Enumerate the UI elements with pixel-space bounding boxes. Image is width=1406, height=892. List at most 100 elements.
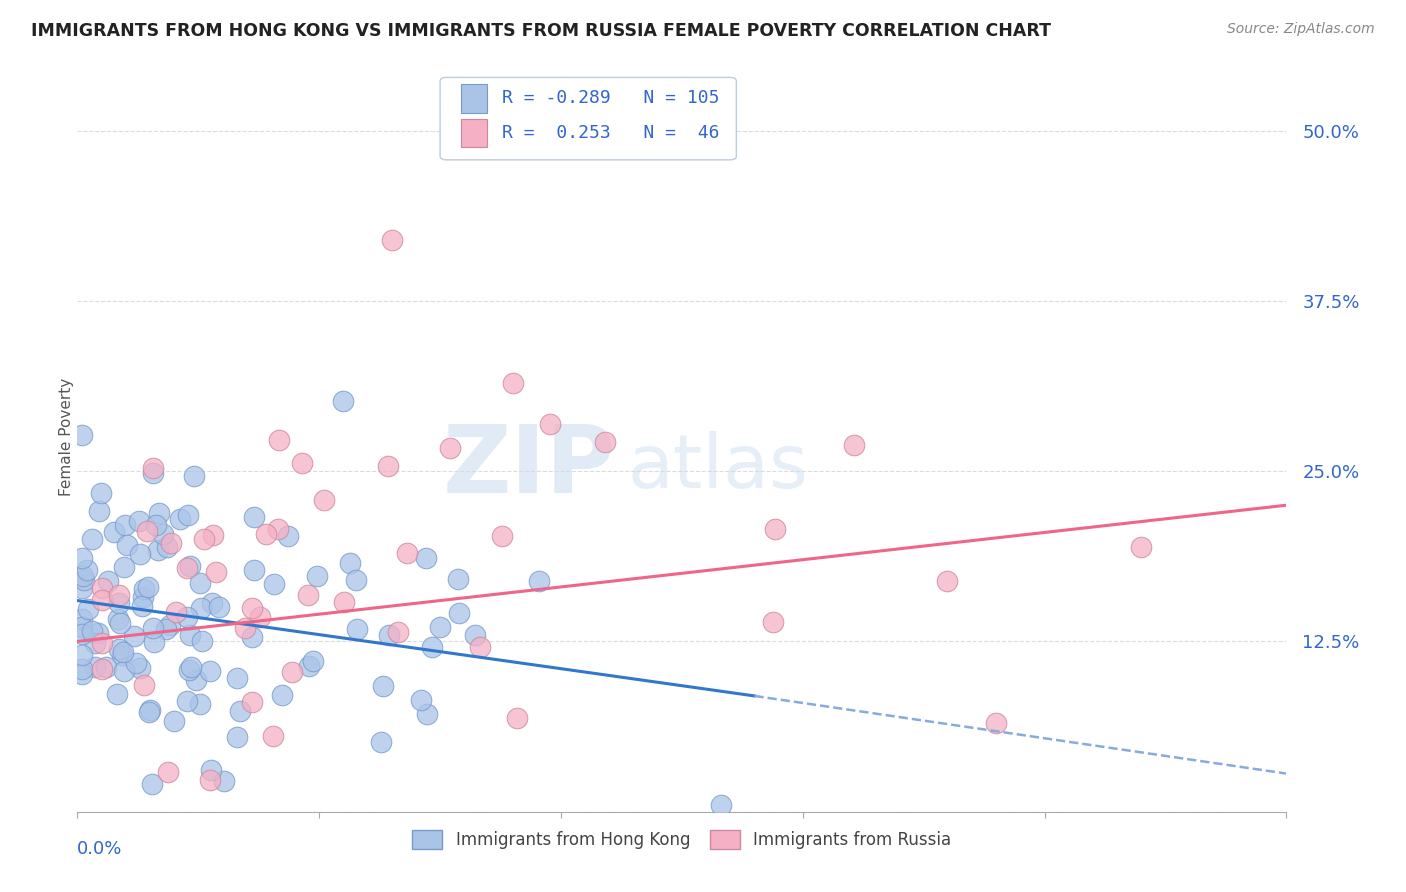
Point bbox=[77, 602, 100, 616]
Point bbox=[157, 764, 180, 779]
Point bbox=[80, 532, 103, 546]
Point bbox=[70, 551, 93, 566]
Point bbox=[229, 704, 252, 718]
Point bbox=[339, 556, 361, 570]
Point bbox=[240, 601, 263, 615]
Point bbox=[207, 600, 229, 615]
Point bbox=[842, 437, 865, 451]
Point bbox=[242, 563, 264, 577]
Point bbox=[94, 660, 117, 674]
Point bbox=[439, 442, 461, 456]
Text: ZIP: ZIP bbox=[443, 421, 616, 513]
Point bbox=[416, 707, 439, 722]
Point bbox=[271, 688, 294, 702]
Text: R = -0.289   N = 105: R = -0.289 N = 105 bbox=[502, 89, 720, 107]
Point bbox=[201, 596, 224, 610]
Point bbox=[142, 466, 165, 480]
Point bbox=[70, 581, 93, 595]
Point bbox=[762, 615, 785, 629]
Point bbox=[155, 622, 177, 636]
Point bbox=[72, 569, 94, 583]
Point bbox=[396, 546, 419, 560]
Point bbox=[82, 624, 104, 639]
Point bbox=[205, 565, 228, 579]
Point bbox=[143, 635, 166, 649]
Point bbox=[145, 518, 167, 533]
Point bbox=[297, 588, 319, 602]
Point bbox=[70, 620, 93, 634]
Point bbox=[90, 635, 112, 649]
Point bbox=[212, 773, 235, 788]
Point bbox=[111, 648, 134, 663]
Point bbox=[188, 697, 211, 711]
Point bbox=[344, 574, 367, 588]
Point bbox=[90, 485, 112, 500]
Point bbox=[191, 633, 214, 648]
Point bbox=[146, 543, 169, 558]
Point bbox=[269, 434, 291, 448]
Point bbox=[111, 645, 134, 659]
Point bbox=[112, 559, 135, 574]
Point bbox=[70, 648, 93, 662]
Point bbox=[332, 394, 354, 409]
Point bbox=[281, 665, 304, 679]
Point bbox=[378, 628, 401, 642]
Point bbox=[179, 628, 201, 642]
Point bbox=[381, 233, 404, 247]
Point bbox=[110, 615, 132, 630]
Point bbox=[148, 506, 170, 520]
Point bbox=[160, 536, 183, 550]
Point bbox=[70, 428, 93, 442]
Point bbox=[165, 605, 187, 619]
Point bbox=[152, 526, 174, 541]
Point bbox=[184, 673, 207, 687]
Point bbox=[142, 460, 165, 475]
Point bbox=[136, 524, 159, 538]
Point bbox=[190, 600, 212, 615]
Point bbox=[125, 656, 148, 670]
FancyBboxPatch shape bbox=[461, 119, 488, 147]
Point bbox=[468, 640, 491, 654]
Point bbox=[254, 527, 277, 541]
Point bbox=[415, 551, 437, 566]
Text: R =  0.253   N =  46: R = 0.253 N = 46 bbox=[502, 124, 720, 142]
Point bbox=[505, 711, 527, 725]
Point bbox=[70, 627, 93, 641]
Point bbox=[141, 621, 163, 635]
Point bbox=[233, 621, 256, 635]
Point bbox=[1130, 541, 1153, 555]
Point bbox=[986, 716, 1008, 731]
Point bbox=[70, 662, 93, 676]
Point bbox=[70, 612, 93, 626]
Point bbox=[464, 628, 486, 642]
Point bbox=[201, 528, 224, 542]
Point bbox=[312, 492, 335, 507]
Point bbox=[200, 763, 222, 777]
Point bbox=[115, 538, 138, 552]
Point bbox=[129, 547, 152, 561]
Point bbox=[291, 456, 314, 470]
Point bbox=[159, 618, 181, 632]
Point bbox=[183, 469, 205, 483]
Point bbox=[267, 522, 290, 536]
Point bbox=[240, 695, 263, 709]
Point bbox=[225, 672, 247, 686]
Point bbox=[138, 705, 160, 719]
Point bbox=[262, 730, 284, 744]
Text: IMMIGRANTS FROM HONG KONG VS IMMIGRANTS FROM RUSSIA FEMALE POVERTY CORRELATION C: IMMIGRANTS FROM HONG KONG VS IMMIGRANTS … bbox=[31, 22, 1050, 40]
Point bbox=[307, 569, 329, 583]
Point bbox=[198, 665, 221, 679]
Point bbox=[180, 659, 202, 673]
Point bbox=[298, 659, 321, 673]
Point bbox=[387, 624, 409, 639]
FancyBboxPatch shape bbox=[440, 78, 737, 160]
Point bbox=[114, 517, 136, 532]
Point bbox=[76, 563, 98, 577]
Point bbox=[86, 626, 108, 640]
Point bbox=[87, 504, 110, 518]
Point bbox=[249, 610, 271, 624]
Point bbox=[96, 574, 118, 588]
Point bbox=[538, 417, 561, 431]
Point bbox=[263, 577, 285, 591]
Point bbox=[420, 640, 443, 654]
